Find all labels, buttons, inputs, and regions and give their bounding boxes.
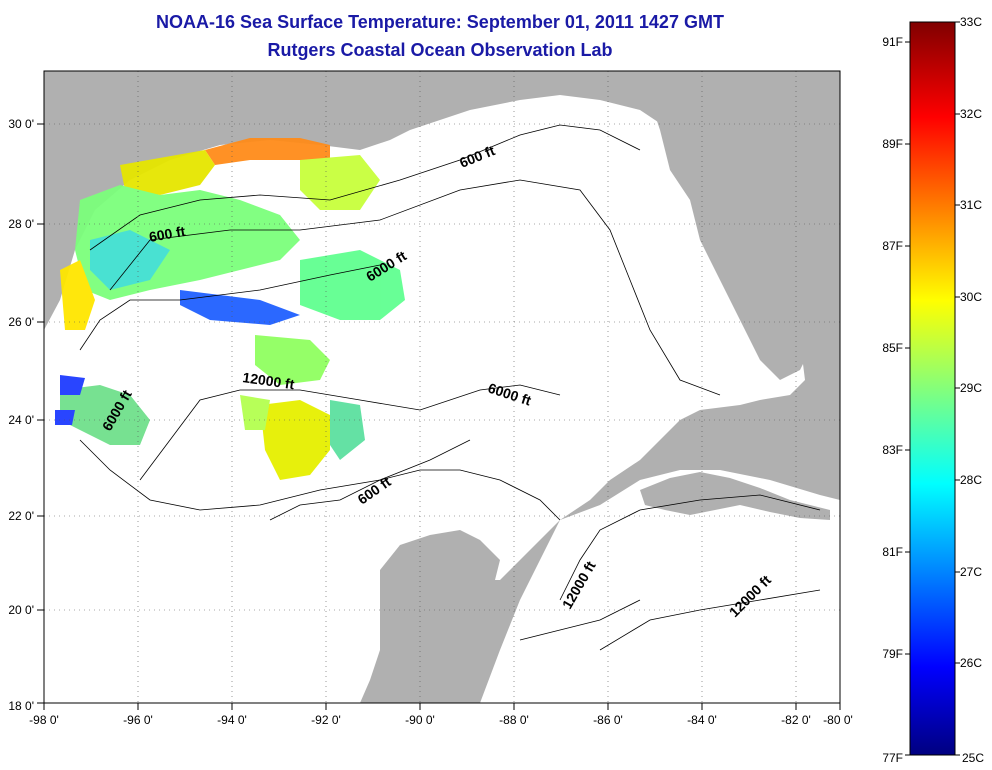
lon-tick-label: -82 0' (781, 713, 811, 727)
colorbar-celsius-label: 30C (960, 290, 982, 304)
map-subtitle: Rutgers Coastal Ocean Observation Lab (267, 40, 613, 60)
yucatan (380, 530, 500, 703)
colorbar-celsius-label: 31C (960, 198, 982, 212)
lon-tick-label: -92 0' (311, 713, 341, 727)
lon-tick-label: -86 0' (593, 713, 623, 727)
colorbar-celsius-label: 33C (960, 15, 982, 29)
colorbar-fahrenheit-label: 85F (882, 341, 903, 355)
lon-tick-label: -96 0' (123, 713, 153, 727)
colorbar-ticks (905, 21, 960, 756)
colorbar-fahrenheit-label: 89F (882, 137, 903, 151)
colorbar-fahrenheit-label: 81F (882, 545, 903, 559)
colorbar-fahrenheit-label: 83F (882, 443, 903, 457)
lat-tick-label: 30 0' (8, 117, 34, 131)
lon-tick-label: -90 0' (405, 713, 435, 727)
colorbar-celsius-label: 32C (960, 107, 982, 121)
colorbar-fahrenheit-label: 91F (882, 35, 903, 49)
map-frame (43, 70, 841, 704)
lat-tick-label: 24 0' (8, 413, 34, 427)
lat-tick-label: 20 0' (8, 603, 34, 617)
florida (650, 100, 815, 380)
lon-tick-label: -80 0' (823, 713, 853, 727)
cuba (640, 472, 830, 520)
lat-tick-label: 18 0' (8, 699, 34, 713)
colorbar-celsius-label: 26C (960, 656, 982, 670)
lat-lon-grid (44, 71, 840, 703)
contour-label: 600 ft (148, 223, 187, 245)
colorbar-celsius-label: 28C (960, 473, 982, 487)
colorbar-celsius-label: 27C (960, 565, 982, 579)
colorbar-celsius-label: 29C (960, 381, 982, 395)
colorbar-fahrenheit-label: 87F (882, 239, 903, 253)
lat-tick-label: 22 0' (8, 509, 34, 523)
colorbar-fahrenheit-label: 77F (882, 751, 903, 765)
sst-data (55, 138, 405, 480)
lat-tick-label: 26 0' (8, 315, 34, 329)
lon-tick-label: -88 0' (499, 713, 529, 727)
colorbar (909, 21, 956, 756)
lon-tick-label: -98 0' (29, 713, 59, 727)
map-title: NOAA-16 Sea Surface Temperature: Septemb… (156, 12, 724, 32)
lat-tick-label: 28 0' (8, 217, 34, 231)
colorbar-fahrenheit-label: 79F (882, 647, 903, 661)
axis-ticks (37, 123, 841, 710)
caribbean-water (480, 470, 840, 703)
colorbar-celsius-label: 25C (962, 751, 984, 765)
lon-tick-label: -94 0' (217, 713, 247, 727)
contour-label: 12000 ft (242, 369, 296, 392)
lon-tick-label: -84 0' (687, 713, 717, 727)
